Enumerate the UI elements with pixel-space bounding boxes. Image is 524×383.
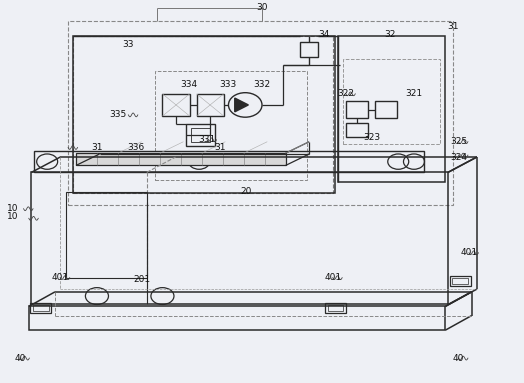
Text: 401: 401 (52, 273, 69, 282)
Text: 323: 323 (364, 133, 380, 142)
Bar (155, 71, 307, 180)
Bar (196, 94, 224, 116)
Bar (346, 123, 368, 137)
Bar (328, 305, 343, 311)
Bar (191, 128, 210, 142)
Bar (68, 21, 453, 205)
Text: 336: 336 (128, 143, 145, 152)
Bar (375, 101, 397, 118)
Text: 333: 333 (220, 80, 236, 89)
Bar (73, 36, 335, 193)
Bar (34, 151, 424, 172)
Text: 20: 20 (241, 187, 252, 196)
Bar (29, 306, 445, 330)
Text: 10: 10 (7, 212, 19, 221)
Bar (76, 153, 286, 165)
Text: 321: 321 (406, 89, 422, 98)
Text: 40: 40 (14, 354, 26, 363)
Text: 40: 40 (453, 354, 464, 363)
Bar (162, 94, 190, 116)
Bar (300, 42, 318, 57)
Text: 334: 334 (180, 80, 197, 89)
Text: 32: 32 (385, 30, 396, 39)
Text: 31: 31 (214, 143, 226, 152)
Text: 322: 322 (337, 89, 354, 98)
Bar (450, 276, 471, 286)
Bar (30, 303, 51, 313)
Text: 332: 332 (254, 80, 270, 89)
Text: 324: 324 (450, 152, 467, 162)
Bar (325, 303, 346, 313)
Bar (186, 124, 215, 146)
Text: 33: 33 (123, 39, 134, 49)
Bar (31, 172, 448, 304)
Text: 34: 34 (318, 30, 330, 39)
Text: 401: 401 (324, 273, 341, 282)
Bar (33, 305, 49, 311)
Bar (343, 59, 440, 144)
Bar (73, 36, 333, 193)
Text: 201: 201 (133, 275, 150, 284)
Bar (66, 192, 147, 278)
Text: 30: 30 (256, 3, 268, 12)
Bar (346, 101, 368, 118)
Text: 331: 331 (199, 135, 215, 144)
Bar (338, 36, 445, 182)
Text: 10: 10 (7, 204, 19, 213)
Text: 31: 31 (447, 22, 459, 31)
Text: 31: 31 (91, 143, 103, 152)
Text: 325: 325 (450, 137, 467, 146)
Bar (452, 278, 468, 284)
Polygon shape (235, 98, 248, 112)
Text: 335: 335 (110, 110, 126, 119)
Text: 401: 401 (461, 248, 477, 257)
